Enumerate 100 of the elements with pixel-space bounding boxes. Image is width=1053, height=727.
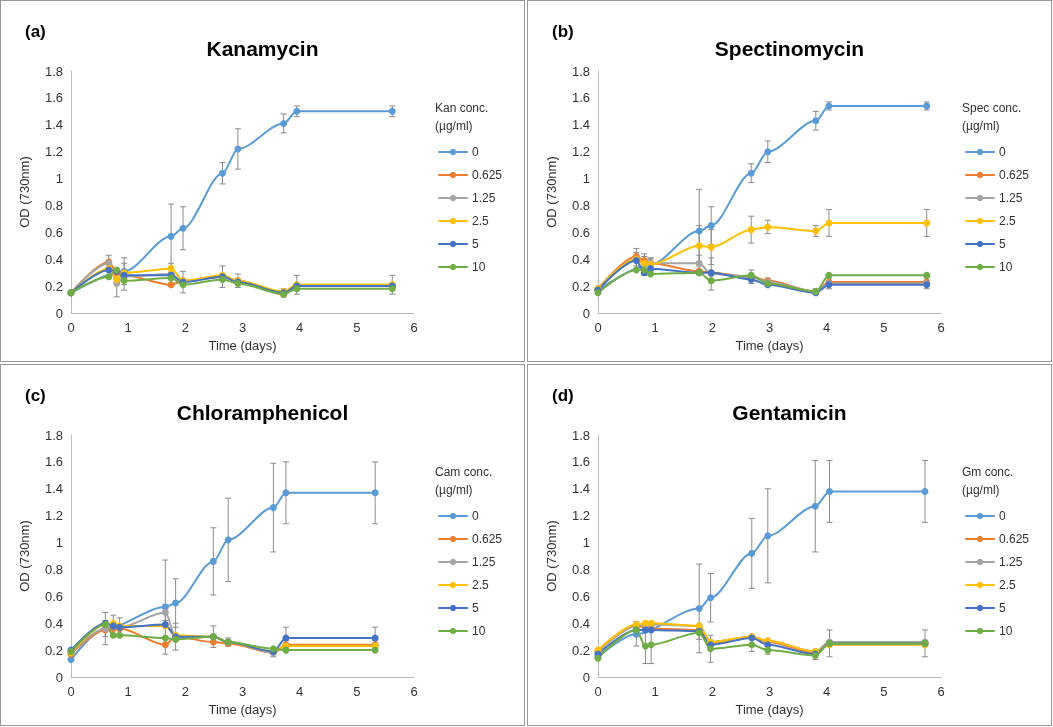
legend-label: 10 [999,624,1013,638]
legend-title: Gm conc. (µg/ml) [962,465,1014,497]
y-tick-label: 0.8 [571,561,590,577]
y-tick-label: 0.6 [44,588,63,604]
x-tick-label: 6 [410,684,418,699]
legend-label: 5 [999,601,1006,615]
legend-label: 10 [999,260,1013,274]
legend-label: 5 [472,237,479,251]
text: (b) [552,22,574,41]
legend-title: Spec conc. (µg/ml) [962,101,1022,133]
y-tick-label: 0.4 [571,251,590,267]
y-tick-label: 1.2 [571,144,590,160]
y-tick-label: 0 [582,305,590,321]
y-tick-label: 1.2 [571,508,590,524]
legend-label: 1.25 [999,555,1023,569]
x-tick-label: 5 [880,684,888,699]
x-tick-label: 4 [823,684,831,699]
x-tick-label: 1 [651,684,659,699]
x-tick-label: 4 [296,320,304,335]
legend-label: 0 [472,145,479,159]
x-tick-label: 1 [124,320,132,335]
y-tick-label: 0.6 [571,224,590,240]
legend-label: 1.25 [999,191,1023,205]
y-tick-label: 0.4 [44,615,63,631]
text: (d) [552,386,574,405]
x-tick-label: 6 [937,320,945,335]
y-tick-label: 0 [55,669,63,685]
y-tick-label: 0 [55,305,63,321]
y-tick-label: 1.4 [571,117,590,133]
y-tick-label: 1.6 [571,454,590,470]
legend-label: 0 [999,145,1006,159]
x-tick-label: 6 [937,684,945,699]
chart-title: Spectinomycin [714,37,865,60]
legend-label: 1.25 [472,555,496,569]
y-tick-label: 0.2 [44,642,63,658]
y-tick-label: 1.4 [44,481,63,497]
y-axis-title: OD (730nm) [544,156,559,228]
x-tick-label: 0 [594,684,602,699]
y-tick-label: 0.2 [44,278,63,294]
x-tick-label: 3 [765,320,774,335]
y-tick-label: 0.4 [44,251,63,267]
legend-title: Kan conc. (µg/ml) [435,101,489,133]
y-tick-label: 1.8 [571,427,590,443]
y-tick-label: 1.8 [44,63,63,79]
legend-label: 5 [472,601,479,615]
x-tick-label: 4 [823,320,831,335]
x-tick-label: 2 [708,684,716,699]
y-tick-label: 0.6 [571,588,590,604]
x-tick-label: 4 [296,684,304,699]
x-tick-label: 5 [880,320,888,335]
y-axis-title: OD (730nm) [544,520,559,592]
y-tick-label: 0.8 [44,197,63,213]
legend-label: 10 [472,260,486,274]
y-tick-label: 1 [582,171,590,187]
y-tick-label: 0.8 [44,561,63,577]
x-tick-label: 1 [651,320,659,335]
legend-label: 2.5 [999,578,1017,592]
y-tick-label: 1.6 [44,90,63,106]
x-tick-label: 0 [67,320,75,335]
x-tick-label: 0 [594,320,602,335]
x-axis-title: Time (days) [735,701,804,717]
x-axis-title: Time (days) [735,337,804,353]
legend-label: 0 [472,509,479,523]
y-axis-title: OD (730nm) [17,520,32,592]
legend-label: 0 [999,509,1006,523]
y-axis-title: OD (730nm) [17,156,32,228]
y-tick-label: 1 [55,535,63,551]
legend-label: 0.625 [472,532,503,546]
legend-label: 10 [472,624,486,638]
y-tick-label: 0.2 [571,278,590,294]
y-tick-label: 0.4 [571,615,590,631]
x-tick-label: 2 [181,320,189,335]
x-tick-label: 0 [67,684,75,699]
legend-label: 5 [999,237,1006,251]
y-tick-label: 1.2 [44,508,63,524]
x-tick-label: 3 [238,320,247,335]
text: (c) [25,386,46,405]
y-tick-label: 0 [582,669,590,685]
y-tick-label: 0.8 [571,197,590,213]
chart-title: Kanamycin [206,37,319,60]
chart-title: Chloramphenicol [176,401,349,424]
x-tick-label: 2 [708,320,716,335]
y-tick-label: 0.2 [571,642,590,658]
y-tick-label: 1.2 [44,144,63,160]
x-tick-label: 3 [238,684,247,699]
y-tick-label: 1 [582,535,590,551]
x-tick-label: 6 [410,320,418,335]
legend-label: 2.5 [472,214,490,228]
x-axis-title: Time (days) [208,337,277,353]
y-tick-label: 1.4 [571,481,590,497]
legend-label: 0.625 [999,532,1030,546]
y-tick-label: 0.6 [44,224,63,240]
y-tick-label: 1.6 [44,454,63,470]
x-axis-title: Time (days) [208,701,277,717]
y-tick-label: 1.8 [44,427,63,443]
chart-title: Gentamicin [732,401,847,424]
legend-label: 1.25 [472,191,496,205]
y-tick-label: 1 [55,171,63,187]
legend-label: 0.625 [999,168,1030,182]
x-tick-label: 2 [181,684,189,699]
